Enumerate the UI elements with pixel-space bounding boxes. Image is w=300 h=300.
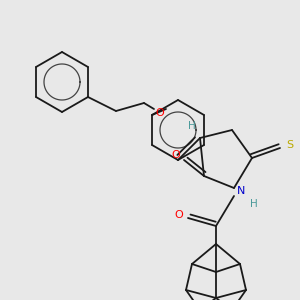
- Text: O: O: [175, 210, 183, 220]
- Text: O: O: [156, 108, 164, 118]
- Text: O: O: [172, 150, 180, 160]
- Text: H: H: [188, 121, 196, 131]
- Text: N: N: [237, 186, 245, 196]
- Text: H: H: [250, 199, 258, 209]
- Text: S: S: [286, 140, 294, 150]
